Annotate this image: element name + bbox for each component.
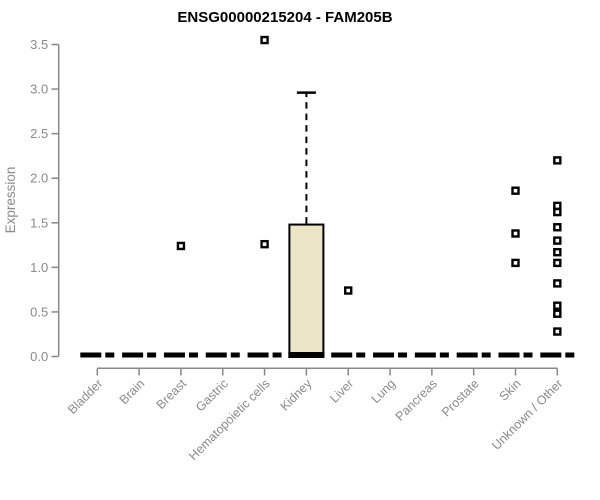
- outlier-point: [553, 223, 562, 232]
- y-tick-label: 1.0: [30, 260, 48, 275]
- box: [288, 223, 325, 358]
- outlier-point: [511, 258, 520, 268]
- outlier-point: [553, 207, 562, 217]
- outlier-point: [553, 236, 562, 245]
- outlier-point: [344, 286, 353, 295]
- x-category-label: Skin: [497, 376, 524, 403]
- outlier-point: [553, 301, 562, 310]
- x-category-label: Prostate: [439, 376, 482, 419]
- y-tick-label: 3.0: [30, 82, 48, 97]
- outlier-point: [553, 327, 562, 336]
- outlier-point: [553, 248, 562, 257]
- y-tick-label: 3.5: [30, 37, 48, 52]
- outlier-point: [553, 309, 562, 318]
- y-axis: 0.0 0.5 1.0 1.5 2.0 2.5 3.0 3.5: [30, 37, 60, 364]
- outlier-point: [553, 258, 562, 268]
- y-tick-label: 2.5: [30, 126, 48, 141]
- x-category-label: Unknown / Other: [489, 377, 565, 453]
- x-category-label: Brain: [117, 376, 148, 407]
- x-category-label: Pancreas: [393, 377, 440, 424]
- x-category-label: Lung: [369, 376, 399, 406]
- outlier-point: [511, 186, 520, 195]
- chart-title: ENSG00000215204 - FAM205B: [177, 9, 392, 26]
- y-tick-label: 2.0: [30, 171, 48, 186]
- x-category-label: Hematopoietic cells: [186, 377, 273, 464]
- outlier-point: [260, 239, 269, 249]
- outlier-point: [553, 156, 562, 165]
- x-category-label: Gastric: [193, 377, 231, 415]
- plot-marks: [80, 35, 575, 358]
- x-category-label: Kidney: [278, 376, 315, 413]
- y-tick-label: 0.5: [30, 304, 48, 319]
- y-tick-label: 0.0: [30, 349, 48, 364]
- y-axis-label: Expression: [3, 167, 18, 234]
- outlier-point: [260, 35, 269, 45]
- y-tick-label: 1.5: [30, 215, 48, 230]
- outlier-point: [511, 229, 520, 238]
- outlier-point: [176, 241, 186, 251]
- x-category-label: Bladder: [65, 377, 105, 417]
- x-category-label: Liver: [327, 377, 356, 406]
- outlier-point: [553, 279, 562, 288]
- x-category-label: Breast: [154, 376, 190, 412]
